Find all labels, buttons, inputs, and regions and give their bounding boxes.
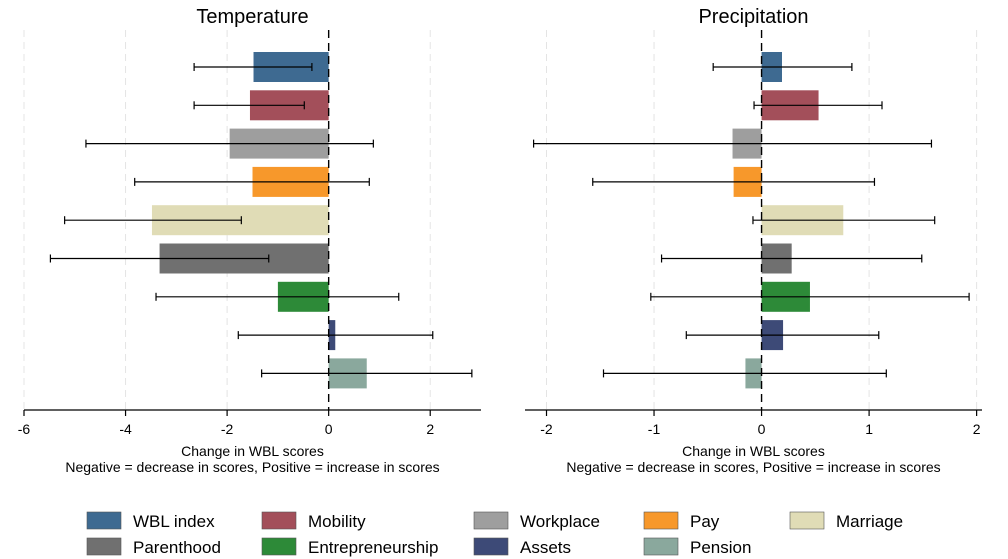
error-bar xyxy=(237,331,434,340)
error-bar xyxy=(134,177,370,186)
temperature-xlabel-note: Negative = decrease in scores, Positive … xyxy=(65,459,439,475)
legend-label: Mobility xyxy=(308,512,366,531)
legend-item-mobility: Mobility xyxy=(261,511,366,531)
legend-swatch xyxy=(86,511,122,530)
error-bar xyxy=(592,177,876,186)
temperature-xlabel: Change in WBL scores xyxy=(181,443,324,459)
legend-item-pension: Pension xyxy=(643,537,751,557)
legend-swatch xyxy=(789,511,825,530)
error-bar xyxy=(193,63,313,71)
precipitation-xlabel: Change in WBL scores xyxy=(682,443,825,459)
precipitation-panel: Precipitation -2 -1 0 1 2 Change in WBL scores… xyxy=(525,6,982,475)
legend-item-parenthood: Parenthood xyxy=(86,537,221,557)
temperature-title: Temperature xyxy=(196,6,308,28)
legend-label: WBL index xyxy=(133,512,215,531)
x-tick-label: -1 xyxy=(648,421,661,437)
error-bar xyxy=(753,101,883,110)
x-tick-label: -4 xyxy=(119,421,132,437)
legend-label: Entrepreneurship xyxy=(308,538,438,557)
error-bar xyxy=(602,369,887,378)
legend-label: Pension xyxy=(690,538,751,557)
x-tick-label: 0 xyxy=(758,421,766,437)
legend-item-marriage: Marriage xyxy=(789,511,903,531)
error-bar xyxy=(660,254,923,263)
precipitation-xlabel-note: Negative = decrease in scores, Positive … xyxy=(566,459,940,475)
legend-item-pay: Pay xyxy=(643,511,720,531)
temperature-panel: Temperature -6 -4 -2 0 2 Change in WBL scoresN… xyxy=(18,6,481,475)
legend: WBL index Mobility Workplace Pay Marriage Par… xyxy=(86,511,903,557)
legend-item-workplace: Workplace xyxy=(473,511,600,531)
x-tick-label: -2 xyxy=(221,421,234,437)
legend-label: Assets xyxy=(520,538,571,557)
legend-label: Marriage xyxy=(836,512,903,531)
legend-swatch xyxy=(261,511,297,530)
precipitation-title: Precipitation xyxy=(698,6,808,28)
error-bar xyxy=(193,101,305,110)
legend-item-assets: Assets xyxy=(473,537,571,557)
legend-swatch xyxy=(643,537,679,556)
legend-label: Pay xyxy=(690,512,720,531)
legend-item-entrepreneurship: Entrepreneurship xyxy=(261,537,438,557)
legend-label: Workplace xyxy=(520,512,600,531)
x-tick-label: 1 xyxy=(865,421,873,437)
x-tick-label: 0 xyxy=(325,421,333,437)
error-bar xyxy=(64,216,242,225)
error-bar xyxy=(752,216,936,225)
error-bar xyxy=(261,369,473,378)
legend-swatch xyxy=(473,537,509,556)
x-tick-label: 2 xyxy=(426,421,434,437)
error-bar xyxy=(533,139,933,148)
x-tick-label: -6 xyxy=(18,421,31,437)
x-tick-label: 2 xyxy=(973,421,981,437)
error-bar xyxy=(155,292,400,301)
legend-swatch xyxy=(643,511,679,530)
x-tick-label: -2 xyxy=(540,421,553,437)
legend-swatch xyxy=(261,537,297,556)
error-bar xyxy=(685,331,880,340)
legend-label: Parenthood xyxy=(133,538,221,557)
error-bar xyxy=(49,254,270,263)
legend-swatch xyxy=(86,537,122,556)
error-bar xyxy=(85,139,374,148)
legend-swatch xyxy=(473,511,509,530)
legend-item-wbl-index: WBL index xyxy=(86,511,215,531)
error-bar xyxy=(712,63,853,71)
error-bar xyxy=(650,292,970,301)
